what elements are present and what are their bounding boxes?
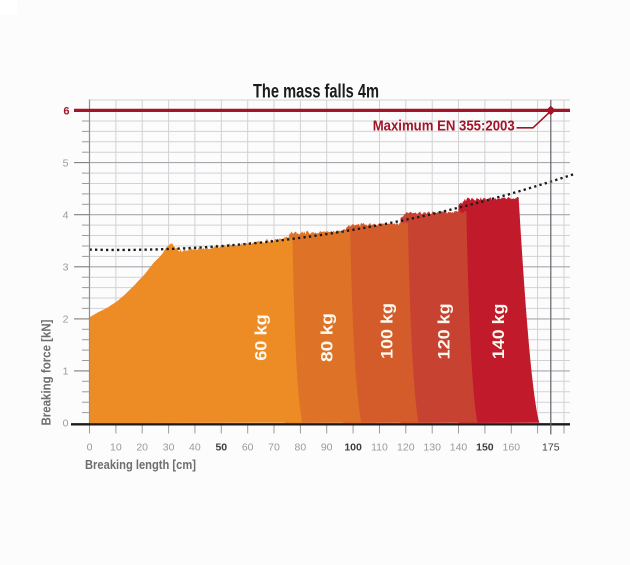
svg-text:Maximum EN 355:2003: Maximum EN 355:2003 [373, 118, 515, 135]
svg-text:60: 60 [242, 442, 254, 454]
svg-text:130: 130 [423, 442, 441, 454]
svg-text:2: 2 [63, 314, 69, 326]
svg-text:110: 110 [371, 442, 388, 454]
svg-text:The mass falls 4m: The mass falls 4m [253, 81, 379, 103]
svg-text:80: 80 [295, 442, 307, 454]
svg-text:5: 5 [63, 157, 69, 169]
svg-text:4: 4 [63, 209, 69, 221]
svg-text:175: 175 [542, 442, 560, 454]
svg-text:100: 100 [344, 442, 362, 454]
svg-text:20: 20 [136, 442, 148, 454]
svg-text:90: 90 [321, 442, 333, 454]
svg-text:70: 70 [268, 442, 280, 454]
svg-text:30: 30 [163, 442, 175, 454]
svg-text:120 kg: 120 kg [434, 303, 453, 359]
svg-text:Breaking force [kN]: Breaking force [kN] [40, 320, 54, 426]
svg-text:0: 0 [87, 442, 93, 454]
svg-text:160: 160 [503, 442, 521, 454]
svg-text:1: 1 [63, 366, 69, 378]
svg-text:140 kg: 140 kg [489, 304, 508, 360]
svg-text:100 kg: 100 kg [377, 303, 396, 359]
svg-text:0: 0 [63, 418, 69, 430]
svg-text:6: 6 [63, 105, 69, 117]
svg-text:40: 40 [189, 442, 201, 454]
svg-text:Breaking length [cm]: Breaking length [cm] [85, 458, 196, 472]
svg-text:80 kg: 80 kg [317, 313, 336, 362]
svg-text:10: 10 [110, 442, 122, 454]
svg-text:150: 150 [476, 442, 494, 454]
svg-text:50: 50 [215, 442, 227, 454]
svg-text:3: 3 [63, 262, 69, 274]
svg-text:120: 120 [397, 442, 415, 454]
svg-text:140: 140 [450, 442, 468, 454]
svg-text:60 kg: 60 kg [251, 314, 270, 361]
